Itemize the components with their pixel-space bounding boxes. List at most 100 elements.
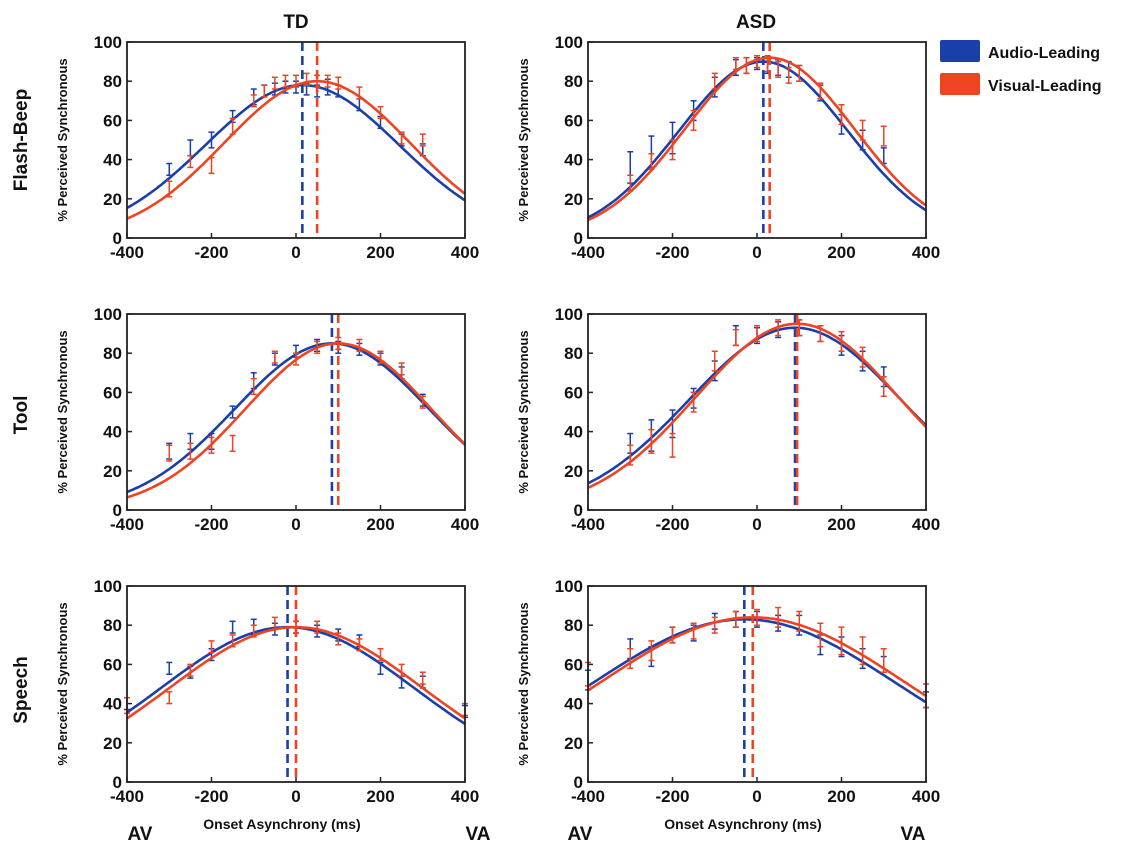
- panel-flash-beep-asd-visual-leading-error-bar: [669, 139, 676, 161]
- panel-speech-td-visual-leading-error-bar: [314, 620, 321, 634]
- panel-flash-beep-td-y-tick-label: 0: [113, 229, 122, 248]
- panel-flash-beep-td-visual-leading-error-bar: [187, 154, 194, 169]
- panel-tool-td-y-tick-label: 40: [103, 423, 122, 442]
- panel-speech-td-x-tick-label: 0: [291, 787, 300, 806]
- panel-tool-asd-x-tick-label: 200: [827, 515, 855, 534]
- panel-speech-asd-x-tick-label: -200: [655, 787, 689, 806]
- panel-tool-td-visual-leading-error-bar: [271, 350, 278, 364]
- row-label-tool: Tool: [11, 396, 32, 435]
- panel-tool-td-visual-leading-error-bar: [208, 436, 215, 454]
- panel-flash-beep-asd-y-tick-label: 20: [564, 190, 583, 209]
- panel-flash-beep-td-y-axis-label: % Perceived Synchronous: [55, 58, 70, 221]
- panel-speech-asd-visual-leading-error-bar: [690, 622, 697, 640]
- panel-flash-beep-td-visual-leading-error-bar: [377, 105, 384, 120]
- panel-tool-asd-y-tick-label: 40: [564, 423, 583, 442]
- panel-tool-td-visual-leading-error-bar: [419, 395, 426, 409]
- panel-speech-td-y-axis-label: % Perceived Synchronous: [55, 602, 70, 765]
- panel-flash-beep-td-visual-leading-error-bar: [356, 86, 363, 100]
- panel-speech-asd-visual-leading-error-bar: [627, 647, 634, 670]
- panel-speech-td-y-tick-label: 40: [103, 695, 122, 714]
- panel-speech-td-visual-leading-error-bar: [356, 638, 363, 652]
- panel-speech-asd-y-tick-label: 60: [564, 655, 583, 674]
- panel-tool-asd-visual-leading-fit-curve: [587, 322, 927, 489]
- x-end-label-va-asd: VA: [901, 824, 926, 845]
- panel-speech-asd-y-tick-label: 0: [574, 773, 583, 792]
- panel-speech-asd-x-tick-label: 0: [752, 787, 761, 806]
- panel-tool-asd-x-tick-label: 400: [912, 515, 940, 534]
- panel-speech-td-axes-frame: [126, 585, 466, 783]
- panel-flash-beep-td-audio-leading-error-bar: [166, 162, 173, 177]
- legend-swatch-visual-leading: [940, 73, 980, 95]
- panel-tool-asd-visual-leading-error-bar: [711, 350, 718, 372]
- panel-tool-td-y-tick-label: 0: [113, 501, 122, 520]
- panel-tool-asd-y-tick-label: 60: [564, 383, 583, 402]
- panel-flash-beep-asd-visual-leading-fit-curve: [587, 56, 927, 222]
- panel-tool-td-visual-leading-fit-curve: [126, 342, 466, 499]
- panel-speech-td-visual-leading-error-bar: [377, 647, 384, 662]
- panel-flash-beep-asd-y-tick-label: 40: [564, 151, 583, 170]
- panel-tool-asd-visual-leading-error-bar: [859, 346, 866, 368]
- panel-flash-beep-td-x-tick-label: -200: [194, 243, 228, 262]
- panel-tool-td-y-tick-label: 100: [94, 305, 122, 324]
- panel-flash-beep-td-visual-leading-error-bar: [271, 76, 278, 90]
- panel-speech-asd-visual-leading-error-bar: [880, 647, 887, 673]
- panel-flash-beep-td-axes-frame: [126, 41, 466, 239]
- panel-tool-asd-y-tick-label: 20: [564, 462, 583, 481]
- panel-speech-asd-visual-leading-error-bar: [669, 626, 676, 644]
- panel-flash-beep-td-visual-leading-error-bar: [324, 74, 331, 88]
- panel-speech-asd-visual-leading-error-bar: [796, 610, 803, 632]
- panel-flash-beep-td-visual-leading-fit-curve: [126, 79, 466, 220]
- panel-tool-td-audio-leading-error-bar: [229, 405, 236, 419]
- panel-speech-td-audio-leading-error-bar: [229, 620, 236, 634]
- panel-tool-td-x-tick-label: 400: [451, 515, 479, 534]
- panel-speech-td-visual-leading-error-bar: [229, 634, 236, 648]
- panel-speech-td-x-tick-label: 200: [366, 787, 394, 806]
- panel-speech-td-visual-leading-error-bar: [250, 624, 257, 638]
- panel-tool-td-x-tick-label: -400: [110, 515, 144, 534]
- panel-flash-beep-asd-visual-leading-error-bar: [754, 54, 760, 69]
- panel-speech-td-y-tick-label: 60: [103, 655, 122, 674]
- panel-tool-td-visual-leading-error-bar: [314, 340, 321, 354]
- panel-tool-asd-y-tick-label: 0: [574, 501, 583, 520]
- panel-tool-asd-visual-leading-error-bar: [648, 428, 655, 454]
- panel-speech-asd-x-tick-label: 400: [912, 787, 940, 806]
- panel-speech-asd-visual-leading-error-bar: [817, 622, 824, 648]
- panel-flash-beep-td-x-tick-label: 0: [291, 243, 300, 262]
- panel-tool-asd: % Perceived Synchronous 0 20 40 60 80 100 -400 -…: [516, 305, 940, 534]
- panel-tool-asd-y-tick-label: 100: [555, 305, 583, 324]
- panel-speech-asd-visual-leading-error-bar: [711, 616, 718, 634]
- panel-flash-beep-asd-visual-leading-error-bar: [743, 56, 750, 75]
- panel-flash-beep-td-visual-leading-error-bar: [282, 74, 289, 88]
- panel-tool-td-x-tick-label: 200: [366, 515, 394, 534]
- panel-tool-asd-x-tick-label: 0: [752, 515, 761, 534]
- panel-tool-asd-visual-leading-error-bar: [669, 432, 676, 458]
- panel-flash-beep-td-y-tick-label: 40: [103, 151, 122, 170]
- panel-flash-beep-td-visual-leading-error-bar: [293, 74, 299, 88]
- panel-flash-beep-td-visual-leading-error-bar: [419, 133, 426, 147]
- panel-speech-td-audio-leading-error-bar: [377, 661, 384, 675]
- panel-flash-beep-asd-axes-frame: [587, 41, 927, 239]
- panel-speech-td-y-tick-label: 20: [103, 734, 122, 753]
- panel-flash-beep-td-visual-leading-error-bar: [398, 131, 405, 145]
- panel-flash-beep-asd-visual-leading-error-bar: [838, 103, 845, 126]
- column-title-asd: ASD: [736, 12, 776, 33]
- panel-tool-td-visual-leading-error-bar: [166, 444, 173, 462]
- panel-speech-asd-x-axis-label: Onset Asynchrony (ms): [664, 816, 821, 832]
- panel-speech-td-visual-leading-error-bar: [419, 671, 426, 685]
- panel-tool-td-y-tick-label: 80: [103, 344, 122, 363]
- panel-flash-beep-asd-visual-leading-error-bar: [627, 174, 634, 192]
- panel-speech-asd-x-tick-label: 200: [827, 787, 855, 806]
- panel-tool-td-visual-leading-error-bar: [187, 442, 194, 460]
- panel-flash-beep-td-x-tick-label: 400: [451, 243, 479, 262]
- panel-flash-beep-asd-visual-leading-error-bar: [859, 119, 866, 141]
- panel-speech-td-y-tick-label: 0: [113, 773, 122, 792]
- panel-tool-asd-visual-leading-error-bar: [775, 319, 782, 337]
- panel-speech-asd-x-tick-label: -400: [571, 787, 605, 806]
- panel-flash-beep-asd: % Perceived Synchronous 0 20 40 60 80 100 -400 -…: [516, 33, 940, 262]
- panel-flash-beep-asd-visual-leading-error-bar: [648, 152, 655, 171]
- panel-speech-asd-visual-leading-error-bar: [732, 610, 739, 628]
- x-end-label-av-asd: AV: [568, 824, 593, 845]
- legend: Audio-Leading Visual-Leading: [940, 40, 1102, 95]
- panel-speech-td-visual-leading-error-bar: [208, 640, 215, 654]
